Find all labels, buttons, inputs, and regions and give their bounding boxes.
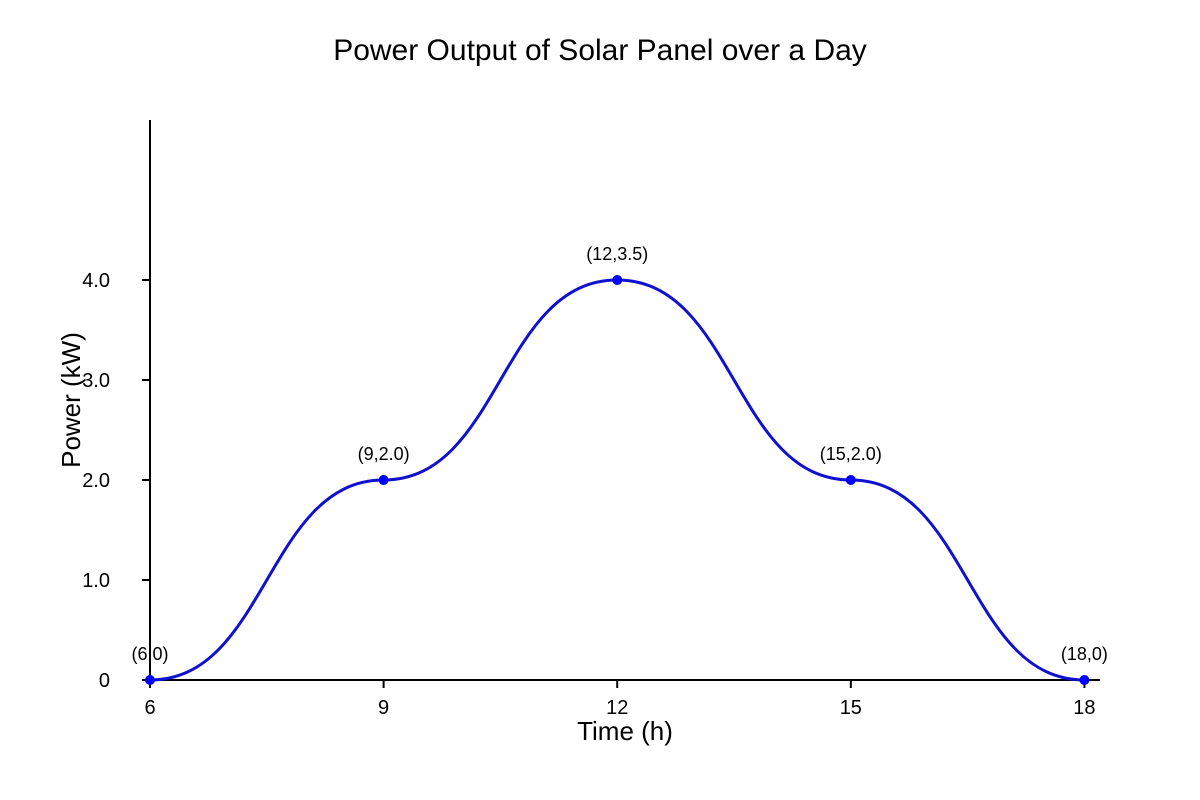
x-tick-label: 12: [606, 697, 628, 719]
y-tick-label: 0: [99, 670, 110, 692]
data-point-label: (15,2.0): [820, 444, 882, 464]
y-tick-label: 1.0: [82, 570, 110, 592]
x-tick-label: 18: [1073, 697, 1095, 719]
y-ticks: 0 1.0 2.0 3.0 4.0: [82, 270, 150, 692]
x-ticks: 6 9 12 15 18: [144, 680, 1096, 719]
data-point: [1079, 675, 1090, 685]
x-axis-label: Time (h): [577, 716, 673, 746]
x-tick-label: 15: [840, 697, 862, 719]
data-point: [612, 275, 623, 285]
data-point-label: (18,0): [1061, 644, 1108, 664]
data-point: [845, 475, 856, 485]
y-tick-label: 2.0: [82, 470, 110, 492]
series-group: (6,0) (9,2.0) (12,3.5) (15,2.0) (18,0): [131, 244, 1108, 685]
x-tick-label: 6: [144, 697, 155, 719]
y-tick-label: 4.0: [82, 270, 110, 292]
series-line: [149, 278, 1085, 682]
data-point: [145, 675, 155, 685]
y-axis-label: Power (kW): [56, 332, 86, 468]
x-tick-label: 9: [378, 697, 389, 719]
chart-title: Power Output of Solar Panel over a Day: [333, 34, 867, 67]
data-point-label: (6,0): [131, 644, 168, 664]
data-point-label: (9,2.0): [358, 444, 410, 464]
data-point: [378, 475, 389, 485]
axes: [149, 120, 1100, 681]
y-tick-label: 3.0: [82, 370, 110, 392]
data-point-label: (12,3.5): [586, 244, 648, 264]
